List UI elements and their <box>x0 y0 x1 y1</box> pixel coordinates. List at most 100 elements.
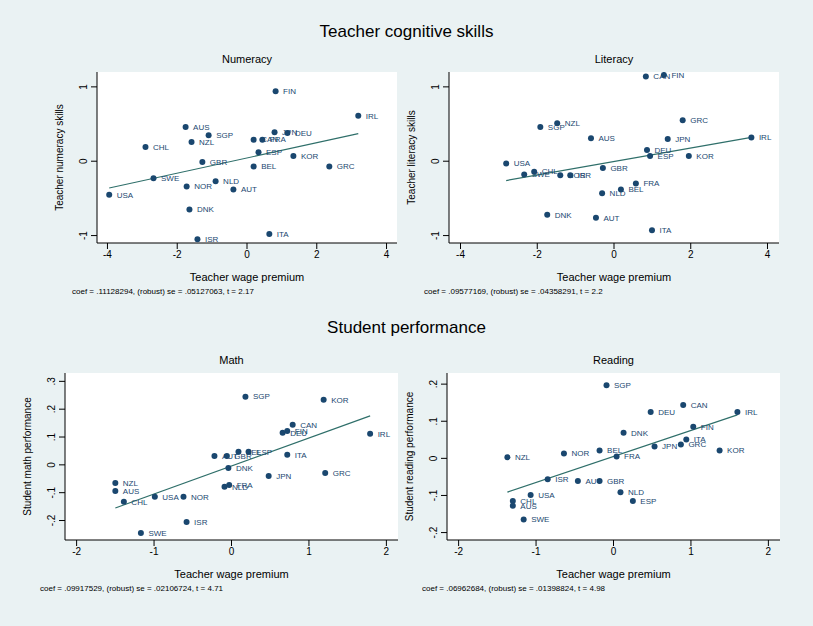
svg-text:CHL: CHL <box>131 498 148 507</box>
svg-text:CAN: CAN <box>653 72 670 81</box>
svg-text:4: 4 <box>384 249 390 260</box>
svg-text:SWE: SWE <box>148 529 166 538</box>
svg-text:Teacher numeracy skills: Teacher numeracy skills <box>54 104 65 211</box>
svg-text:USA: USA <box>117 191 134 200</box>
svg-text:0: 0 <box>428 455 439 461</box>
svg-text:BEL: BEL <box>607 446 623 455</box>
svg-text:.1: .1 <box>428 417 439 426</box>
svg-text:.2: .2 <box>46 405 57 414</box>
svg-text:0: 0 <box>46 462 57 468</box>
svg-text:SGP: SGP <box>614 381 631 390</box>
svg-text:ESP: ESP <box>256 448 272 457</box>
svg-text:-.2: -.2 <box>46 514 57 526</box>
svg-text:2: 2 <box>688 249 694 260</box>
svg-text:-1: -1 <box>78 231 89 240</box>
svg-text:DNK: DNK <box>236 464 254 473</box>
svg-text:NZL: NZL <box>515 453 531 462</box>
svg-text:AUS: AUS <box>520 502 536 511</box>
svg-text:-.1: -.1 <box>46 486 57 498</box>
svg-text:GBR: GBR <box>210 158 228 167</box>
svg-text:Teacher wage premium: Teacher wage premium <box>190 271 304 283</box>
svg-text:-2: -2 <box>533 249 542 260</box>
svg-text:NOR: NOR <box>571 449 589 458</box>
svg-text:NLD: NLD <box>628 488 644 497</box>
svg-text:ISR: ISR <box>555 475 569 484</box>
svg-text:ITA: ITA <box>660 226 673 235</box>
svg-text:KOR: KOR <box>727 446 745 455</box>
svg-text:-1: -1 <box>532 546 541 557</box>
svg-text:Teacher wage premium: Teacher wage premium <box>174 568 288 580</box>
svg-text:ISR: ISR <box>205 235 219 244</box>
svg-text:4: 4 <box>765 249 771 260</box>
svg-text:BEL: BEL <box>628 185 644 194</box>
svg-text:CHL: CHL <box>153 143 170 152</box>
svg-text:ESP: ESP <box>266 148 282 157</box>
svg-text:0: 0 <box>78 158 89 164</box>
svg-text:2: 2 <box>314 249 320 260</box>
svg-text:ITA: ITA <box>277 230 290 239</box>
svg-text:FRA: FRA <box>270 135 287 144</box>
svg-text:IRL: IRL <box>366 112 379 121</box>
svg-text:0: 0 <box>430 158 441 164</box>
svg-text:AUT: AUT <box>603 214 619 223</box>
svg-text:1: 1 <box>688 546 694 557</box>
svg-text:GRC: GRC <box>333 469 351 478</box>
svg-text:AUT: AUT <box>241 185 257 194</box>
svg-text:SWE: SWE <box>532 170 550 179</box>
svg-text:IRL: IRL <box>378 430 391 439</box>
svg-text:Teacher wage premium: Teacher wage premium <box>556 568 670 580</box>
svg-text:IRL: IRL <box>759 133 772 142</box>
svg-text:FIN: FIN <box>671 71 684 80</box>
svg-text:.1: .1 <box>46 432 57 441</box>
svg-text:DNK: DNK <box>555 211 573 220</box>
svg-text:NZL: NZL <box>199 138 215 147</box>
svg-text:SWE: SWE <box>531 515 549 524</box>
svg-text:GRC: GRC <box>688 440 706 449</box>
svg-text:Teacher wage premium: Teacher wage premium <box>557 271 671 283</box>
svg-text:GRC: GRC <box>690 116 708 125</box>
svg-text:1: 1 <box>78 84 89 90</box>
svg-text:0: 0 <box>611 249 617 260</box>
svg-text:ISR: ISR <box>194 518 208 527</box>
svg-text:AUS: AUS <box>123 487 139 496</box>
svg-text:NZL: NZL <box>565 119 581 128</box>
svg-text:BEL: BEL <box>261 162 277 171</box>
svg-text:-2: -2 <box>173 249 182 260</box>
svg-text:FIN: FIN <box>701 423 714 432</box>
svg-text:-.2: -.2 <box>428 526 439 538</box>
svg-text:GBR: GBR <box>607 477 625 486</box>
svg-text:CAN: CAN <box>691 401 708 410</box>
svg-text:NLD: NLD <box>232 483 248 492</box>
svg-text:0: 0 <box>611 546 617 557</box>
svg-text:-2: -2 <box>72 546 81 557</box>
svg-text:SWE: SWE <box>161 174 179 183</box>
svg-text:0: 0 <box>229 546 235 557</box>
svg-text:GBR: GBR <box>610 164 628 173</box>
svg-text:-1: -1 <box>430 231 441 240</box>
svg-text:-4: -4 <box>103 249 112 260</box>
svg-text:KOR: KOR <box>696 152 714 161</box>
svg-text:-1: -1 <box>150 546 159 557</box>
svg-text:ISR: ISR <box>578 171 592 180</box>
svg-text:KOR: KOR <box>301 152 319 161</box>
svg-text:USA: USA <box>514 159 531 168</box>
svg-text:JPN: JPN <box>662 442 677 451</box>
svg-text:2: 2 <box>384 546 390 557</box>
svg-text:1: 1 <box>430 84 441 90</box>
svg-text:Student math performance: Student math performance <box>22 397 33 516</box>
svg-text:DNK: DNK <box>631 429 649 438</box>
svg-text:0: 0 <box>244 249 250 260</box>
svg-text:DEU: DEU <box>290 429 307 438</box>
svg-text:AUS: AUS <box>193 123 209 132</box>
svg-text:NOR: NOR <box>194 182 212 191</box>
svg-text:NLD: NLD <box>610 189 626 198</box>
svg-text:FIN: FIN <box>283 87 296 96</box>
svg-text:DNK: DNK <box>197 205 215 214</box>
svg-text:DEU: DEU <box>658 408 675 417</box>
svg-text:.2: .2 <box>428 380 439 389</box>
svg-text:.3: .3 <box>46 377 57 386</box>
svg-text:ESP: ESP <box>658 152 674 161</box>
svg-text:-4: -4 <box>456 249 465 260</box>
svg-text:NLD: NLD <box>223 177 239 186</box>
svg-text:FRA: FRA <box>624 452 641 461</box>
